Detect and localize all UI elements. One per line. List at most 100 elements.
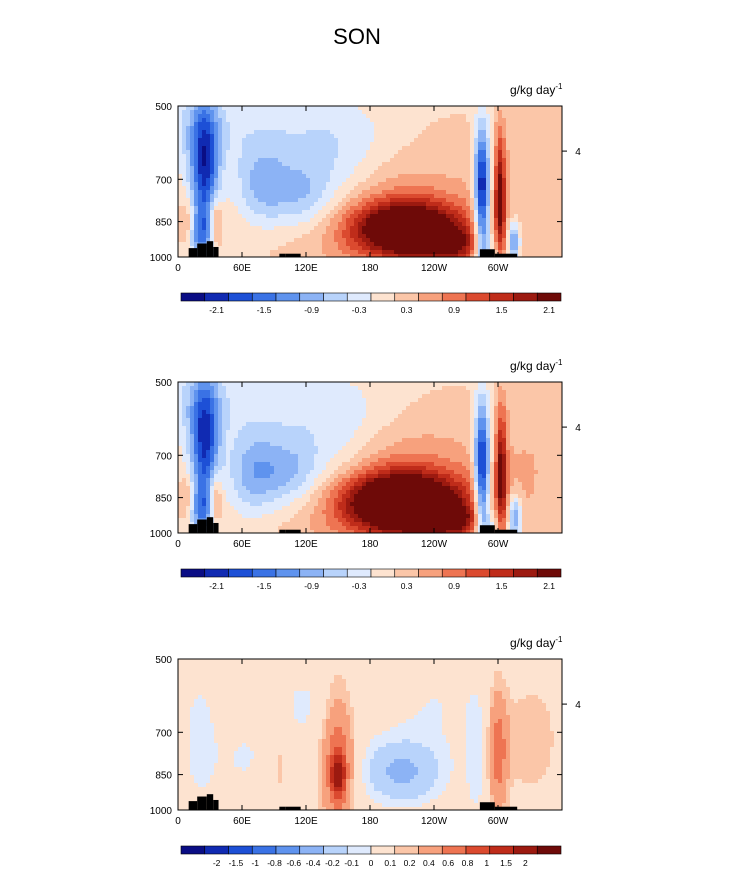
- field-cell: [214, 114, 219, 119]
- field-cell: [218, 414, 223, 419]
- field-cell: [502, 226, 507, 231]
- field-cell: [470, 134, 475, 139]
- field-cell: [298, 110, 303, 115]
- field-cell: [326, 106, 331, 111]
- field-cell: [214, 234, 219, 239]
- field-cell: [290, 162, 295, 167]
- field-cell: [454, 222, 459, 227]
- field-cell: [426, 126, 431, 131]
- field-cell: [426, 170, 431, 175]
- field-cell: [286, 234, 291, 239]
- field-cell: [298, 226, 303, 231]
- field-cell: [334, 118, 339, 123]
- field-cell: [306, 470, 311, 475]
- field-cell: [290, 410, 295, 415]
- field-cell: [266, 110, 271, 115]
- field-cell: [306, 166, 311, 171]
- field-cell: [202, 230, 207, 235]
- field-cell: [302, 394, 307, 399]
- field-cell: [478, 218, 483, 223]
- field-cell: [386, 174, 391, 179]
- field-cell: [378, 138, 383, 143]
- field-cell: [250, 246, 255, 251]
- field-cell: [318, 130, 323, 135]
- field-cell: [410, 242, 415, 247]
- field-cell: [222, 486, 227, 491]
- field-cell: [190, 414, 195, 419]
- field-cell: [286, 438, 291, 443]
- colorbar-label: 2.1: [543, 305, 555, 315]
- field-cell: [266, 474, 271, 479]
- field-cell: [514, 126, 519, 131]
- field-cell: [286, 526, 291, 531]
- field-cell: [434, 210, 439, 215]
- field-cell: [242, 430, 247, 435]
- field-cell: [322, 146, 327, 151]
- field-cell: [490, 194, 495, 199]
- field-cell: [186, 462, 191, 467]
- field-cell: [382, 158, 387, 163]
- field-cell: [430, 202, 435, 207]
- field-cell: [210, 490, 215, 495]
- field-cell: [254, 146, 259, 151]
- field-cell: [186, 186, 191, 191]
- field-cell: [554, 158, 559, 163]
- field-cell: [250, 390, 255, 395]
- field-cell: [186, 458, 191, 463]
- field-cell: [238, 226, 243, 231]
- field-cell: [474, 238, 479, 243]
- field-cell: [198, 490, 203, 495]
- field-cell: [358, 166, 363, 171]
- field-cell: [538, 226, 543, 231]
- field-cell: [230, 214, 235, 219]
- field-cell: [218, 114, 223, 119]
- field-cell: [538, 194, 543, 199]
- field-cell: [546, 126, 551, 131]
- field-cell: [190, 238, 195, 243]
- field-cell: [230, 490, 235, 495]
- field-cell: [350, 178, 355, 183]
- field-cell: [502, 202, 507, 207]
- field-cell: [270, 462, 275, 467]
- field-cell: [438, 134, 443, 139]
- field-cell: [510, 174, 515, 179]
- field-cell: [366, 162, 371, 167]
- field-cell: [366, 214, 371, 219]
- field-cell: [246, 182, 251, 187]
- field-cell: [186, 130, 191, 135]
- field-cell: [362, 138, 367, 143]
- field-cell: [474, 114, 479, 119]
- field-cell: [194, 422, 199, 427]
- field-cell: [462, 182, 467, 187]
- field-cell: [518, 158, 523, 163]
- field-cell: [410, 170, 415, 175]
- field-cell: [270, 190, 275, 195]
- field-cell: [406, 254, 411, 257]
- field-cell: [298, 158, 303, 163]
- field-cell: [278, 110, 283, 115]
- field-cell: [306, 114, 311, 119]
- field-cell: [190, 174, 195, 179]
- field-cell: [518, 206, 523, 211]
- field-cell: [390, 242, 395, 247]
- field-cell: [318, 186, 323, 191]
- field-cell: [446, 170, 451, 175]
- field-cell: [206, 190, 211, 195]
- field-cell: [534, 198, 539, 203]
- field-cell: [210, 206, 215, 211]
- field-cell: [302, 182, 307, 187]
- field-cell: [254, 406, 259, 411]
- field-cell: [302, 522, 307, 527]
- field-cell: [494, 110, 499, 115]
- field-cell: [258, 238, 263, 243]
- field-cell: [214, 150, 219, 155]
- field-cell: [514, 162, 519, 167]
- field-cell: [206, 106, 211, 111]
- field-cell: [314, 238, 319, 243]
- field-cell: [222, 134, 227, 139]
- field-cell: [350, 254, 355, 257]
- field-cell: [530, 158, 535, 163]
- field-cell: [406, 198, 411, 203]
- field-cell: [522, 106, 527, 111]
- field-cell: [550, 230, 555, 235]
